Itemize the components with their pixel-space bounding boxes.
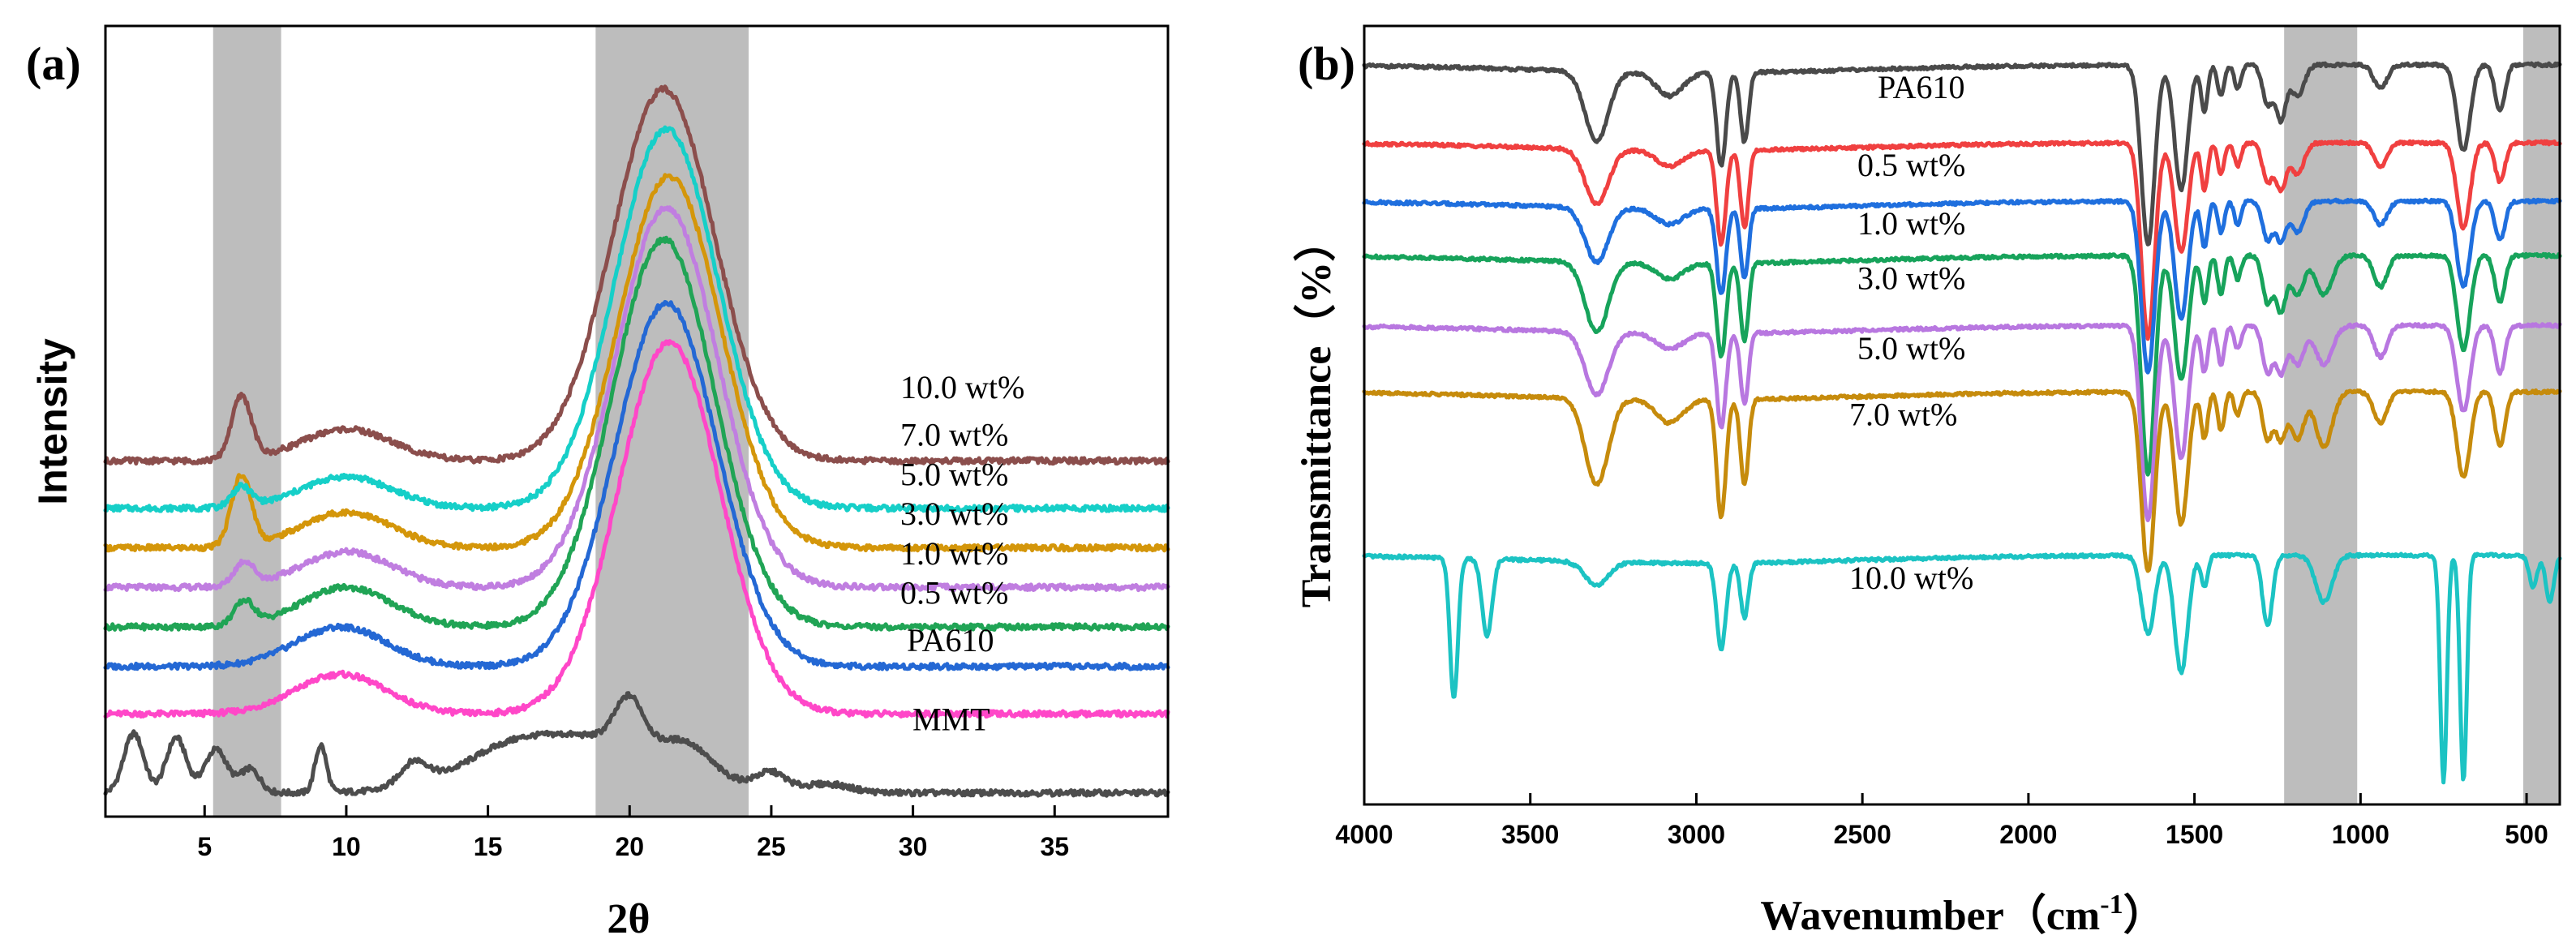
panel-b-plot-frame xyxy=(1363,24,2561,806)
panel-b-x-tick-label-1: 3500 xyxy=(1501,820,1559,849)
panel-a-series-label-6: 7.0 wt% xyxy=(900,417,1008,453)
panel-b-x-axis-title-close: ） xyxy=(2123,892,2166,939)
panel-a-x-tick-label-2: 15 xyxy=(474,832,503,861)
panel-b-x-tick-label-0: 4000 xyxy=(1335,820,1393,849)
panel-a-series-label-5: 5.0 wt% xyxy=(900,456,1008,492)
panel-b-x-axis-title: Wavenumber（cm-1） xyxy=(1760,890,2165,939)
panel-b-series-line-2 xyxy=(1362,197,2562,375)
panel-a-x-ticks: 5 10 15 20 25 30 35 xyxy=(197,805,1069,861)
panel-b-series-label-4: 5.0 wt% xyxy=(1857,330,1965,367)
panel-a-series-line-0 xyxy=(103,691,1170,798)
panel-b-x-tick-label-2: 3000 xyxy=(1668,820,1725,849)
panel-a-x-tick-label-0: 5 xyxy=(197,832,212,861)
panel-a-x-tick-label-6: 35 xyxy=(1040,832,1069,861)
panel-b-series-label-6: 10.0 wt% xyxy=(1849,560,1973,596)
panel-b-series xyxy=(1362,61,2562,785)
panel-b-series-label-5: 7.0 wt% xyxy=(1849,396,1957,432)
panel-b-x-ticks: 4000 3500 3000 2500 2000 1500 1000 500 xyxy=(1335,793,2548,849)
panel-b-ftir-chart: 4000 3500 3000 2500 2000 1500 1000 500 PA610 0.5… xyxy=(1293,24,2562,939)
panel-a-shaded-region-1 xyxy=(213,26,281,817)
panel-b-tag: (b) xyxy=(1298,37,1355,90)
panel-b-series-line-4 xyxy=(1362,322,2562,522)
panel-b-series-label-0: PA610 xyxy=(1878,69,1964,105)
panel-a-series-line-6 xyxy=(103,125,1170,513)
panel-a-series-line-2 xyxy=(103,299,1170,671)
panel-a-series-labels: MMT PA610 0.5 wt%1.0 wt%3.0 wt%5.0 wt%7.0 … xyxy=(900,369,1024,738)
panel-b-series-line-6 xyxy=(1362,551,2562,785)
panel-b-series-labels: PA610 0.5 wt% 1.0 wt% 3.0 wt% 5.0 wt% 7.0 wt%… xyxy=(1849,69,1973,596)
panel-a-series-label-7: 10.0 wt% xyxy=(900,369,1024,405)
panel-b-shaded-region-2 xyxy=(2522,26,2560,804)
panel-a-series-label-3: 1.0 wt% xyxy=(900,535,1008,572)
panel-a-series-label-2: 0.5 wt% xyxy=(900,575,1008,611)
panel-b-series-line-5 xyxy=(1362,388,2562,573)
panel-a-xrd-chart: 5 10 15 20 25 30 35 MMT PA610 0.5 wt%1.0 wt%3.0 … xyxy=(26,24,1170,942)
panel-a-series-line-4 xyxy=(103,205,1170,593)
panel-a-shaded-region-2 xyxy=(595,26,749,817)
panel-a-x-axis-title: 2θ xyxy=(607,896,650,942)
panel-b-series-label-2: 1.0 wt% xyxy=(1857,205,1965,242)
panel-b-series-line-3 xyxy=(1362,251,2562,477)
panel-b-shaded-region-1 xyxy=(2284,26,2358,804)
panel-a-series-line-7 xyxy=(103,84,1170,466)
panel-a-x-tick-label-5: 30 xyxy=(899,832,928,861)
panel-b-series-line-1 xyxy=(1362,139,2562,341)
panel-a-x-tick-label-4: 25 xyxy=(757,832,786,861)
panel-b-x-tick-label-7: 500 xyxy=(2505,820,2548,849)
panel-a-series-label-0: MMT xyxy=(912,701,990,738)
panel-a-series-line-3 xyxy=(103,235,1170,632)
panel-b-series-label-3: 3.0 wt% xyxy=(1857,260,1965,296)
panel-a-series-line-1 xyxy=(103,339,1170,719)
panel-b-series-line-0 xyxy=(1362,61,2562,247)
panel-b-shaded-regions xyxy=(2284,26,2560,804)
panel-a-y-axis-title: Intensity xyxy=(30,338,75,505)
panel-b-series-label-1: 0.5 wt% xyxy=(1857,147,1965,183)
panel-a-x-tick-label-3: 20 xyxy=(615,832,644,861)
panel-a-series-line-5 xyxy=(103,173,1170,553)
panel-b-y-axis-title: Transmittance（%） xyxy=(1293,220,1340,608)
panel-b-x-tick-label-6: 1000 xyxy=(2332,820,2389,849)
panel-a-series xyxy=(103,84,1170,798)
panel-a-shaded-regions xyxy=(213,26,749,817)
panel-a-tag: (a) xyxy=(26,37,81,90)
panel-b-x-tick-label-5: 1500 xyxy=(2166,820,2223,849)
panel-a-series-label-4: 3.0 wt% xyxy=(900,495,1008,532)
panel-b-x-tick-label-4: 2000 xyxy=(1999,820,2057,849)
panel-b-x-axis-title-main: Wavenumber（cm xyxy=(1760,892,2100,939)
panel-a-series-label-1: PA610 xyxy=(907,622,994,658)
panel-b-x-axis-title-superscript: -1 xyxy=(2100,890,2123,920)
panel-a-x-tick-label-1: 10 xyxy=(332,832,361,861)
panel-b-x-tick-label-3: 2500 xyxy=(1834,820,1891,849)
panel-a-plot-frame xyxy=(104,24,1170,818)
